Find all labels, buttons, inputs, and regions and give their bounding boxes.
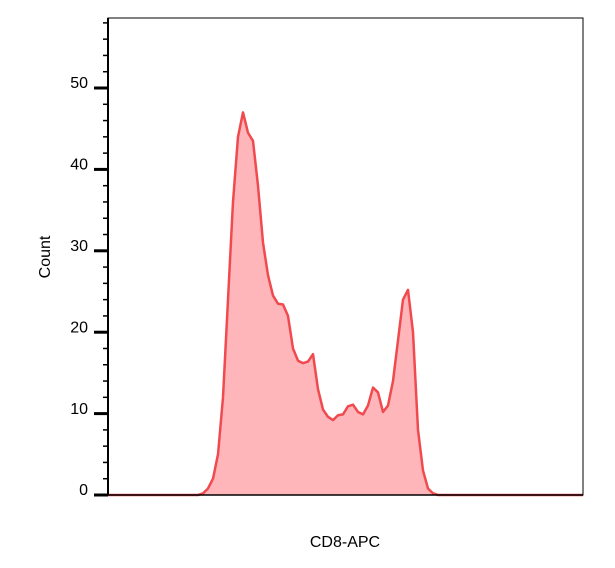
- y-tick-label: 40: [70, 157, 88, 174]
- y-tick-label: 30: [70, 238, 88, 255]
- y-axis-label: Count: [37, 235, 54, 278]
- y-tick-label: 20: [70, 319, 88, 336]
- x-axis-label: CD8-APC: [310, 534, 380, 551]
- y-tick-label: 50: [70, 75, 88, 92]
- y-tick-label: 10: [70, 401, 88, 418]
- y-tick-label: 0: [79, 482, 88, 499]
- area-fill: [108, 112, 583, 496]
